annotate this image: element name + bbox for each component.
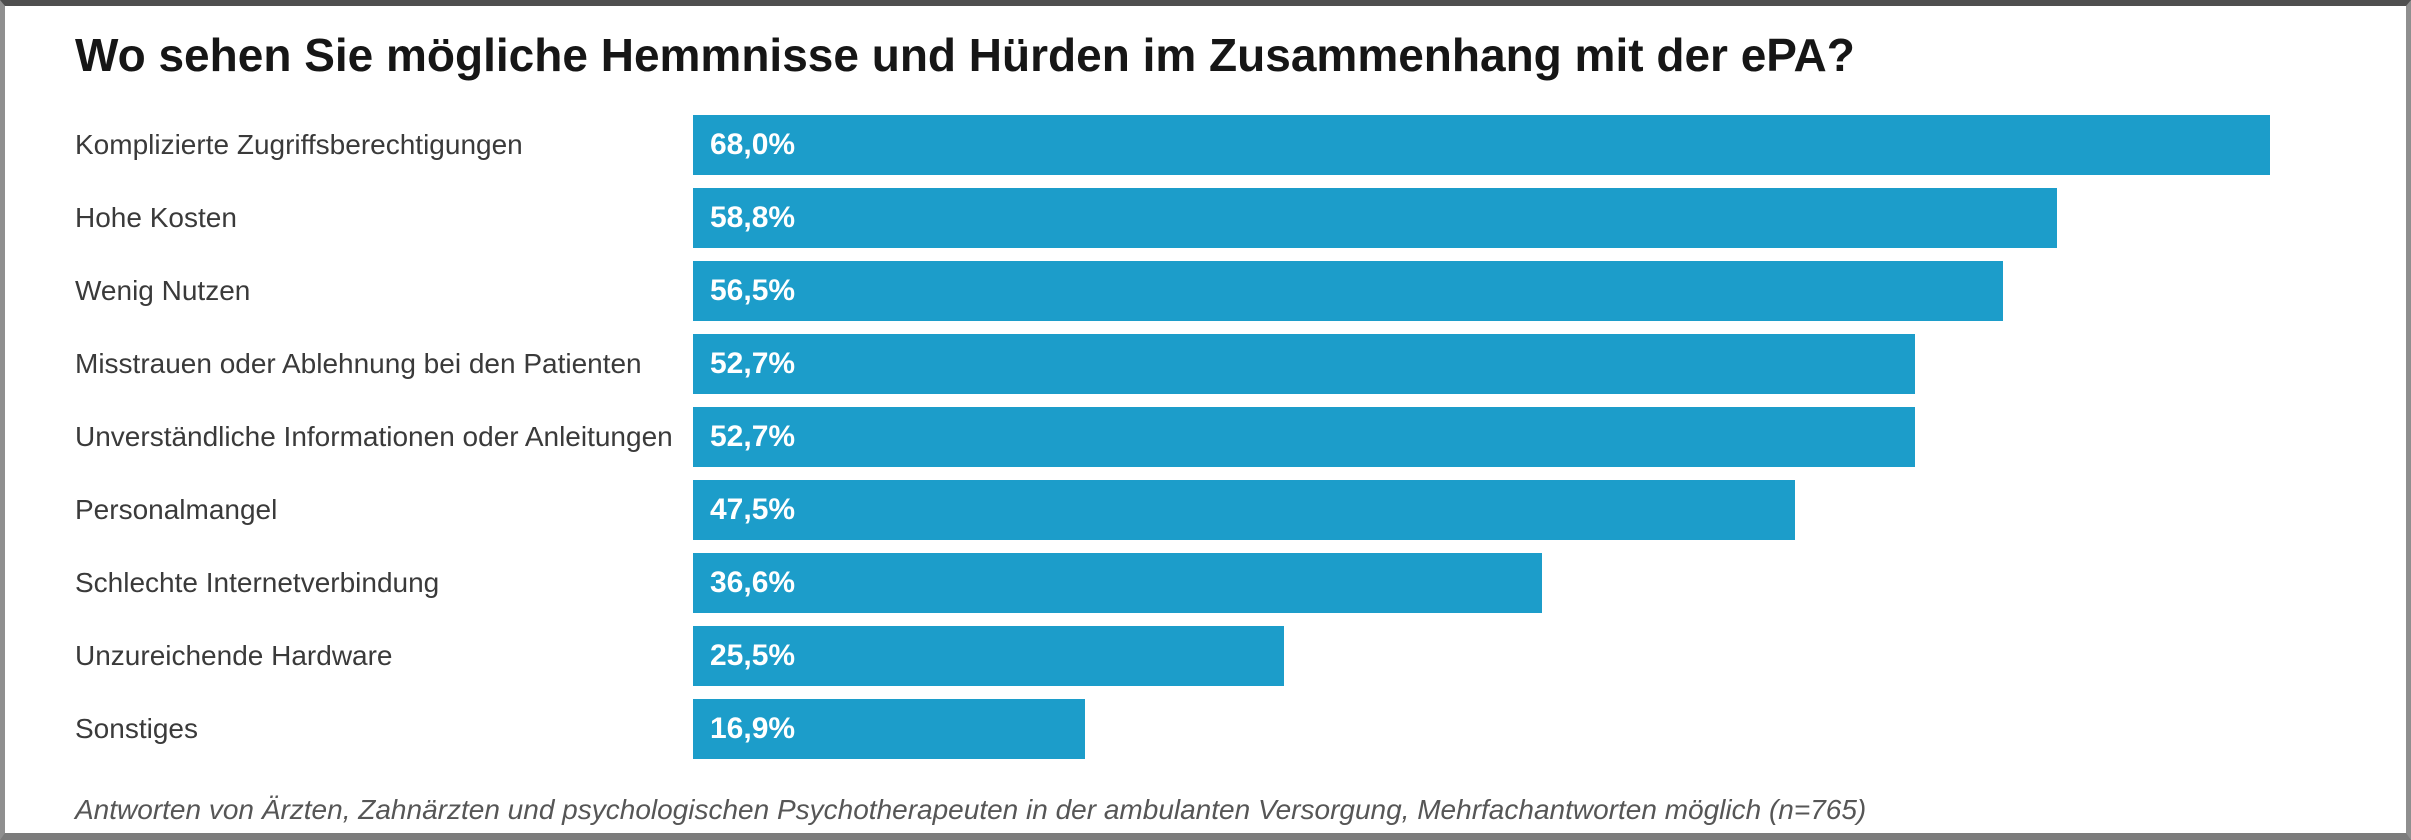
bar-value-label: 68,0% [710,128,796,161]
bar: 16,9% [693,699,1085,759]
bar-chart: Komplizierte Zugriffsberechtigungen 68,0%… [75,115,2335,772]
bar-row: Komplizierte Zugriffsberechtigungen 68,0% [75,115,2335,175]
bar: 58,8% [693,188,2057,248]
bar-row: Wenig Nutzen 56,5% [75,261,2335,321]
bar-track: 52,7% [693,407,2270,467]
bar: 56,5% [693,261,2004,321]
bar-value-label: 58,8% [710,201,796,234]
bar-track: 25,5% [693,626,2270,686]
bar-value-label: 52,7% [710,347,796,380]
bar-value-label: 52,7% [710,420,796,453]
bar: 52,7% [693,407,1916,467]
category-label: Wenig Nutzen [75,275,251,306]
bar-track: 52,7% [693,334,2270,394]
category-label: Misstrauen oder Ablehnung bei den Patien… [75,348,642,379]
bar-value-label: 16,9% [710,712,796,745]
bar-value-label: 56,5% [710,274,796,307]
bar-track: 16,9% [693,699,2270,759]
bar-row: Unzureichende Hardware 25,5% [75,626,2335,686]
bar-row: Misstrauen oder Ablehnung bei den Patien… [75,334,2335,394]
bar-value-label: 47,5% [710,493,796,526]
bar-track: 56,5% [693,261,2270,321]
category-label: Komplizierte Zugriffsberechtigungen [75,129,523,160]
bar: 47,5% [693,480,1795,540]
bar-row: Personalmangel 47,5% [75,480,2335,540]
bar-track: 36,6% [693,553,2270,613]
bar-track: 58,8% [693,188,2270,248]
bar-value-label: 25,5% [710,639,796,672]
category-label: Unverständliche Informationen oder Anlei… [75,421,673,452]
bar: 68,0% [693,115,2270,175]
bar: 36,6% [693,553,1542,613]
category-label: Schlechte Internetverbindung [75,567,440,598]
category-label: Personalmangel [75,494,278,525]
bar-track: 47,5% [693,480,2270,540]
bar-value-label: 36,6% [710,566,796,599]
bar-row: Sonstiges 16,9% [75,699,2335,759]
category-label: Unzureichende Hardware [75,640,393,671]
category-label: Hohe Kosten [75,202,237,233]
page-title: Wo sehen Sie mögliche Hemmnisse und Hürd… [75,29,1855,81]
bar-track: 68,0% [693,115,2270,175]
category-label: Sonstiges [75,713,198,744]
bar-row: Hohe Kosten 58,8% [75,188,2335,248]
bar-row: Unverständliche Informationen oder Anlei… [75,407,2335,467]
bar: 25,5% [693,626,1285,686]
bar: 52,7% [693,334,1916,394]
source-footnote: Antworten von Ärzten, Zahnärzten und psy… [75,794,1867,825]
bar-row: Schlechte Internetverbindung 36,6% [75,553,2335,613]
